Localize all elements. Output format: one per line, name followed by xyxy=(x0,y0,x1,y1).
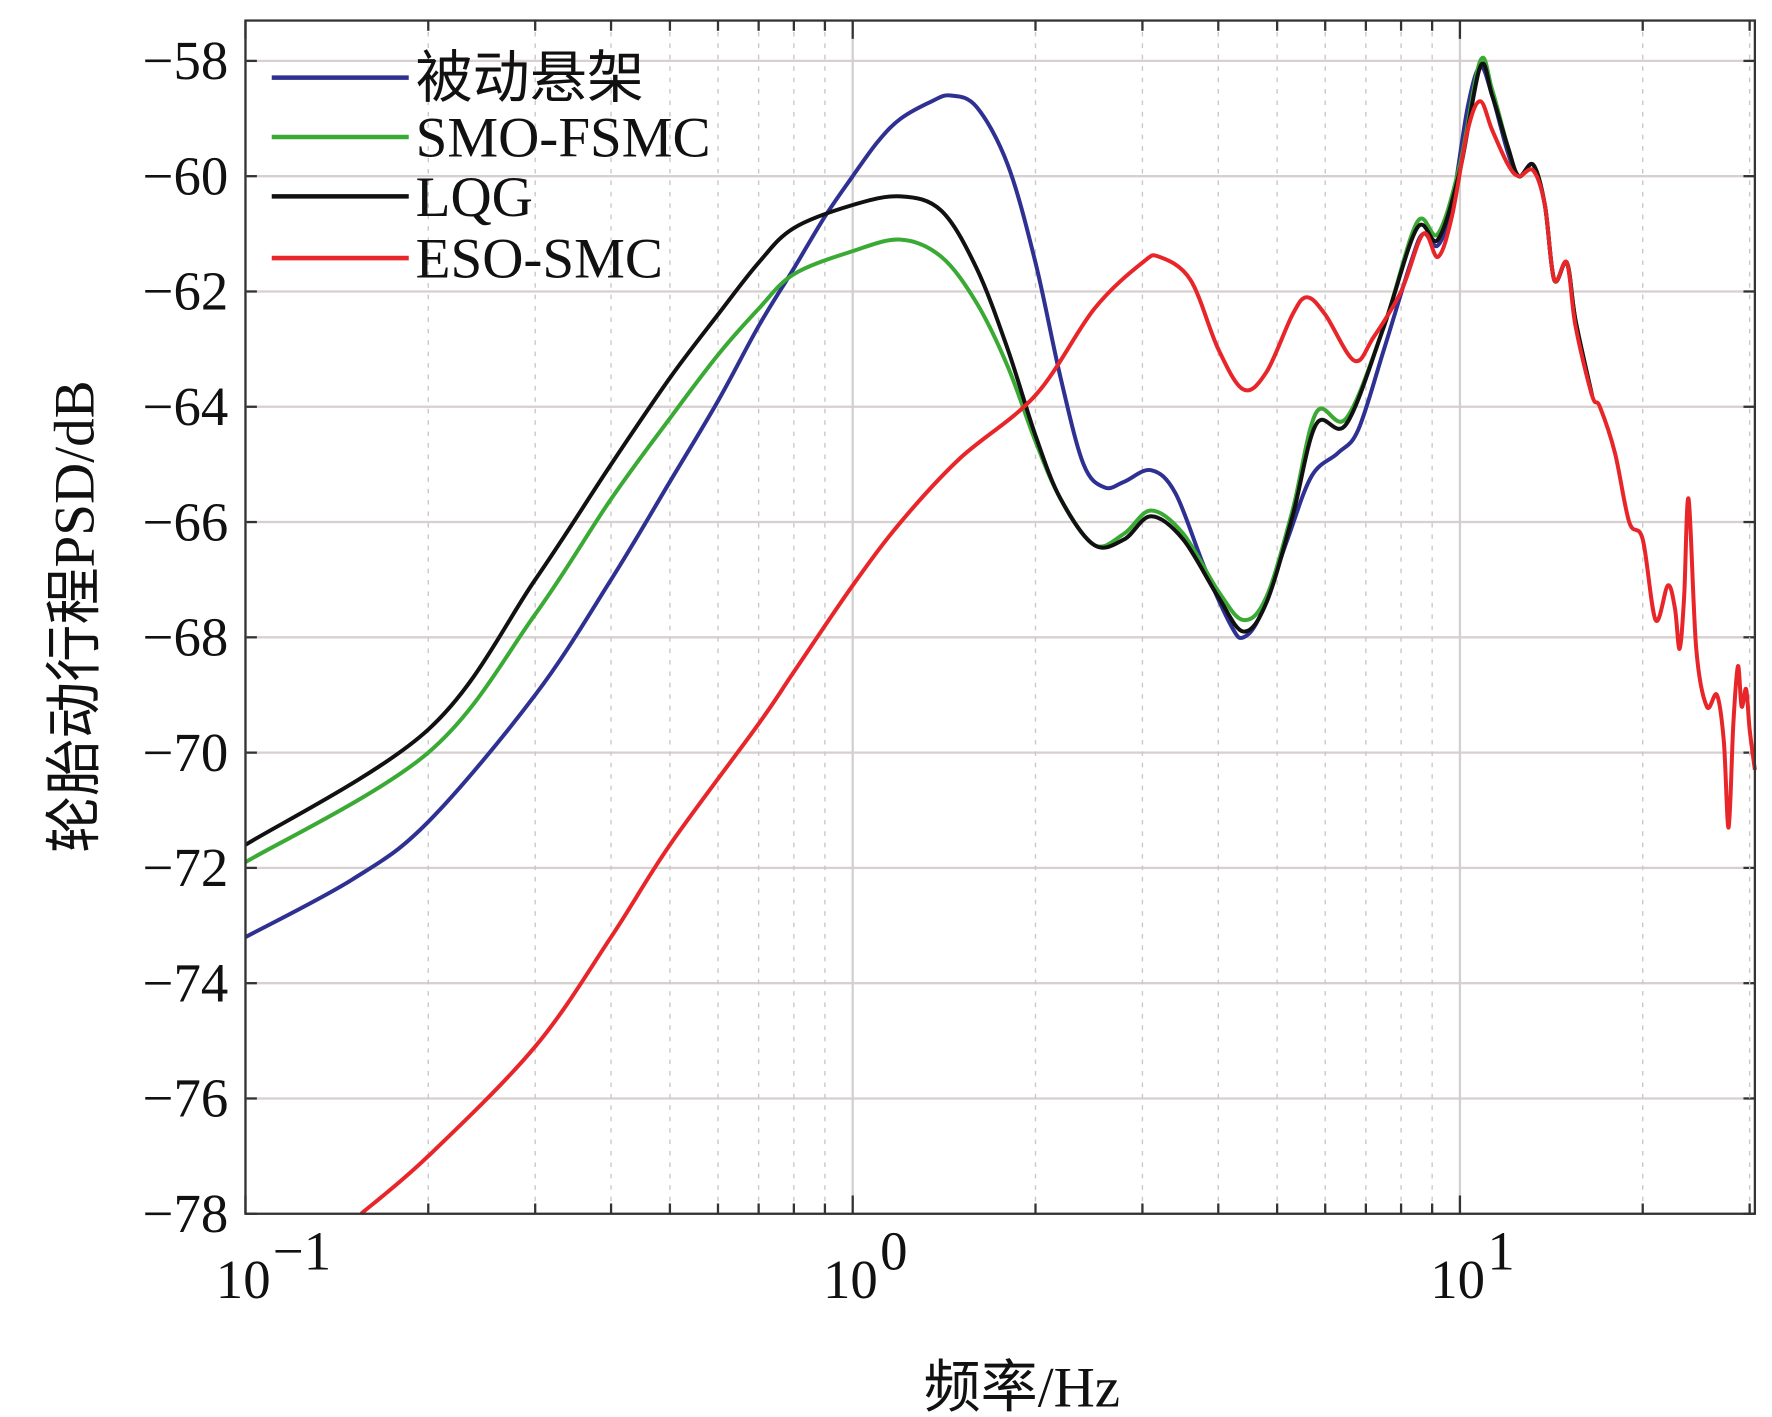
x-tick-label: 10 xyxy=(1430,1249,1485,1310)
y-tick-label: −74 xyxy=(143,952,229,1013)
y-tick-label: −76 xyxy=(143,1068,229,1129)
x-axis-label: 频率/Hz xyxy=(924,1357,1121,1417)
legend-label: SMO-FSMC xyxy=(416,106,711,169)
x-tick-labels: 10 −1 10 0 10 1 xyxy=(216,1221,1515,1311)
y-tick-label: −60 xyxy=(143,145,229,206)
legend-label: LQG xyxy=(416,166,533,229)
series-layer xyxy=(244,55,1757,1216)
x-tick-exponent: 1 xyxy=(1487,1221,1514,1282)
y-tick-label: −66 xyxy=(143,491,229,552)
y-axis-label: 轮胎动行程PSD/dB xyxy=(44,380,107,853)
x-tick-exponent: 0 xyxy=(880,1221,907,1282)
series-line-4 xyxy=(359,99,1757,1216)
y-tick-label: −72 xyxy=(143,837,229,898)
x-tick-label: 10 xyxy=(216,1249,271,1310)
y-tick-label: −62 xyxy=(143,261,229,322)
y-tick-label: −58 xyxy=(143,30,229,91)
plot-frame xyxy=(244,19,1757,1215)
x-tick-label: 10 xyxy=(823,1249,878,1310)
series-line-3 xyxy=(244,61,1594,847)
y-tick-labels: −58 −60 −62 −64 −66 −68 −70 −72 −74 −76 −78 xyxy=(143,30,229,1244)
legend-label: ESO-SMC xyxy=(416,227,663,290)
y-tick-label: −68 xyxy=(143,607,229,668)
y-tick-label: −64 xyxy=(143,376,229,437)
y-tick-label: −70 xyxy=(143,722,229,783)
x-tick-exponent: −1 xyxy=(273,1221,331,1282)
legend-label: 被动悬架 xyxy=(416,47,644,110)
y-tick-label: −78 xyxy=(143,1183,229,1244)
